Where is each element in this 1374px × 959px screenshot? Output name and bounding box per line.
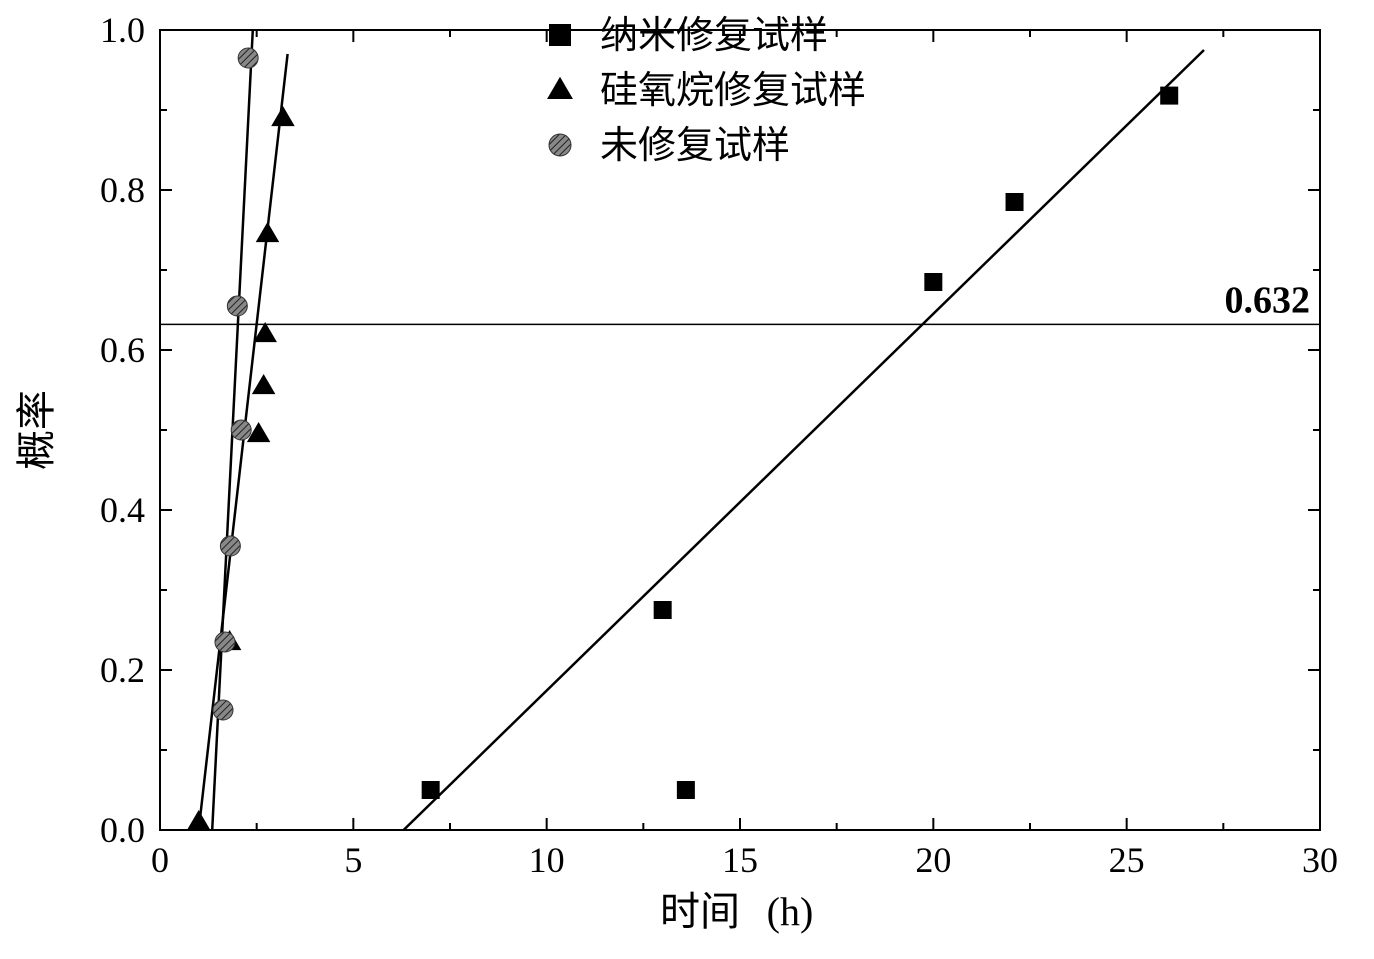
x-tick-label: 10 [529,840,565,880]
y-tick-label: 0.2 [100,650,145,690]
marker-square [1160,87,1178,105]
y-tick-label: 0.4 [100,490,145,530]
legend-label: 硅氧烷修复试样 [600,70,866,112]
x-axis-label: 时间 (h) [660,889,813,934]
marker-square [677,781,695,799]
marker-circle [227,296,247,316]
marker-triangle [271,106,295,126]
reference-label: 0.632 [1225,279,1311,321]
y-tick-label: 1.0 [100,10,145,50]
marker-circle [215,632,235,652]
svg-text:(h): (h) [767,889,814,934]
trend-line [199,54,288,830]
legend-marker [547,77,573,99]
marker-square [654,601,672,619]
trend-line [404,50,1204,830]
x-tick-label: 5 [344,840,362,880]
chart-container: 0 5 10 15 20 25 30 0.0 0.2 0.4 0.6 0.8 1.0 时间 (h) 概率 0.6… [0,0,1374,959]
y-axis-label: 概率 [14,390,59,470]
marker-square [422,781,440,799]
legend-label: 未修复试样 [600,125,790,167]
y-tick-label: 0.8 [100,170,145,210]
x-tick-label: 25 [1109,840,1145,880]
marker-triangle [256,222,280,242]
legend-marker [549,24,571,46]
x-tick-label: 20 [915,840,951,880]
marker-circle [238,48,258,68]
svg-text:时间: 时间 [660,889,740,934]
marker-circle [220,536,240,556]
y-tick-label: 0.6 [100,330,145,370]
marker-circle [231,420,251,440]
marker-triangle [187,810,211,830]
x-tick-label: 30 [1302,840,1338,880]
x-tick-label: 15 [722,840,758,880]
chart-svg: 0 5 10 15 20 25 30 0.0 0.2 0.4 0.6 0.8 1.0 时间 (h) 概率 0.6… [0,0,1374,959]
legend-marker [549,134,571,156]
x-tick-label: 0 [151,840,169,880]
legend-label: 纳米修复试样 [600,15,828,57]
marker-square [1006,193,1024,211]
marker-square [924,273,942,291]
marker-circle [213,700,233,720]
y-tick-label: 0.0 [100,810,145,850]
marker-triangle [252,374,276,394]
